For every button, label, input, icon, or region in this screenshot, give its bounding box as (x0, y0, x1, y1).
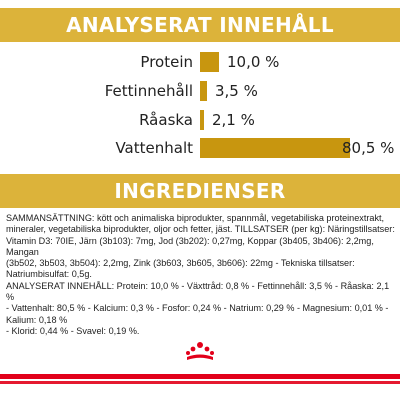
ingredients-line: SAMMANSÄTTNING: kött och animaliska bipr… (6, 213, 385, 223)
nutrient-row-protein: Protein 10,0 % (0, 50, 400, 74)
nutrient-row-ash: Råaska 2,1 % (0, 108, 400, 132)
ingredients-line: - Klorid: 0,44 % - Svavel: 0,19 %. (6, 325, 140, 336)
nutrient-bar (200, 81, 207, 101)
nutrient-bar (200, 110, 204, 130)
ingredients-line: Vitamin D3: 70IE, Järn (3b103): 7mg, Jod… (6, 235, 374, 257)
brand-stripe (0, 374, 400, 379)
brand-stripe (0, 381, 400, 384)
nutrient-value: 3,5 % (215, 82, 258, 100)
ingredients-section-header: INGREDIENSER (0, 174, 400, 208)
nutrient-label: Vattenhalt (115, 139, 193, 157)
royal-canin-crown-icon (186, 342, 214, 360)
nutrient-value: 2,1 % (212, 111, 255, 129)
ingredients-text: SAMMANSÄTTNING: kött och animaliska bipr… (6, 213, 396, 337)
analysis-section-header: ANALYSERAT INNEHÅLL (0, 8, 400, 42)
nutrient-bar (200, 138, 350, 158)
nutrient-label: Råaska (139, 111, 193, 129)
ingredients-line: (3b502, 3b503, 3b504): 2,2mg, Zink (3b60… (6, 258, 355, 280)
nutrient-label: Fettinnehåll (104, 82, 193, 100)
ingredients-line: - Vattenhalt: 80,5 % - Kalcium: 0,3 % - … (6, 303, 389, 325)
analysis-title: ANALYSERAT INNEHÅLL (66, 13, 334, 37)
nutrient-bar-chart: Protein 10,0 % Fettinnehåll 3,5 % Råaska… (0, 50, 400, 166)
ingredients-title: INGREDIENSER (114, 179, 286, 203)
ingredients-line: ANALYSERAT INNEHÅLL: Protein: 10,0 % - V… (6, 280, 390, 303)
nutrient-value: 80,5 % (342, 139, 395, 157)
nutrient-row-moisture: Vattenhalt 80,5 % (0, 136, 400, 160)
nutrient-bar (200, 52, 219, 72)
nutrient-value: 10,0 % (227, 53, 280, 71)
ingredients-line: mineraler, vegetabiliska biprodukter, ol… (6, 224, 395, 235)
nutrient-label: Protein (140, 53, 193, 71)
brand-footer-stripes (0, 370, 400, 400)
nutrient-row-fat: Fettinnehåll 3,5 % (0, 79, 400, 103)
